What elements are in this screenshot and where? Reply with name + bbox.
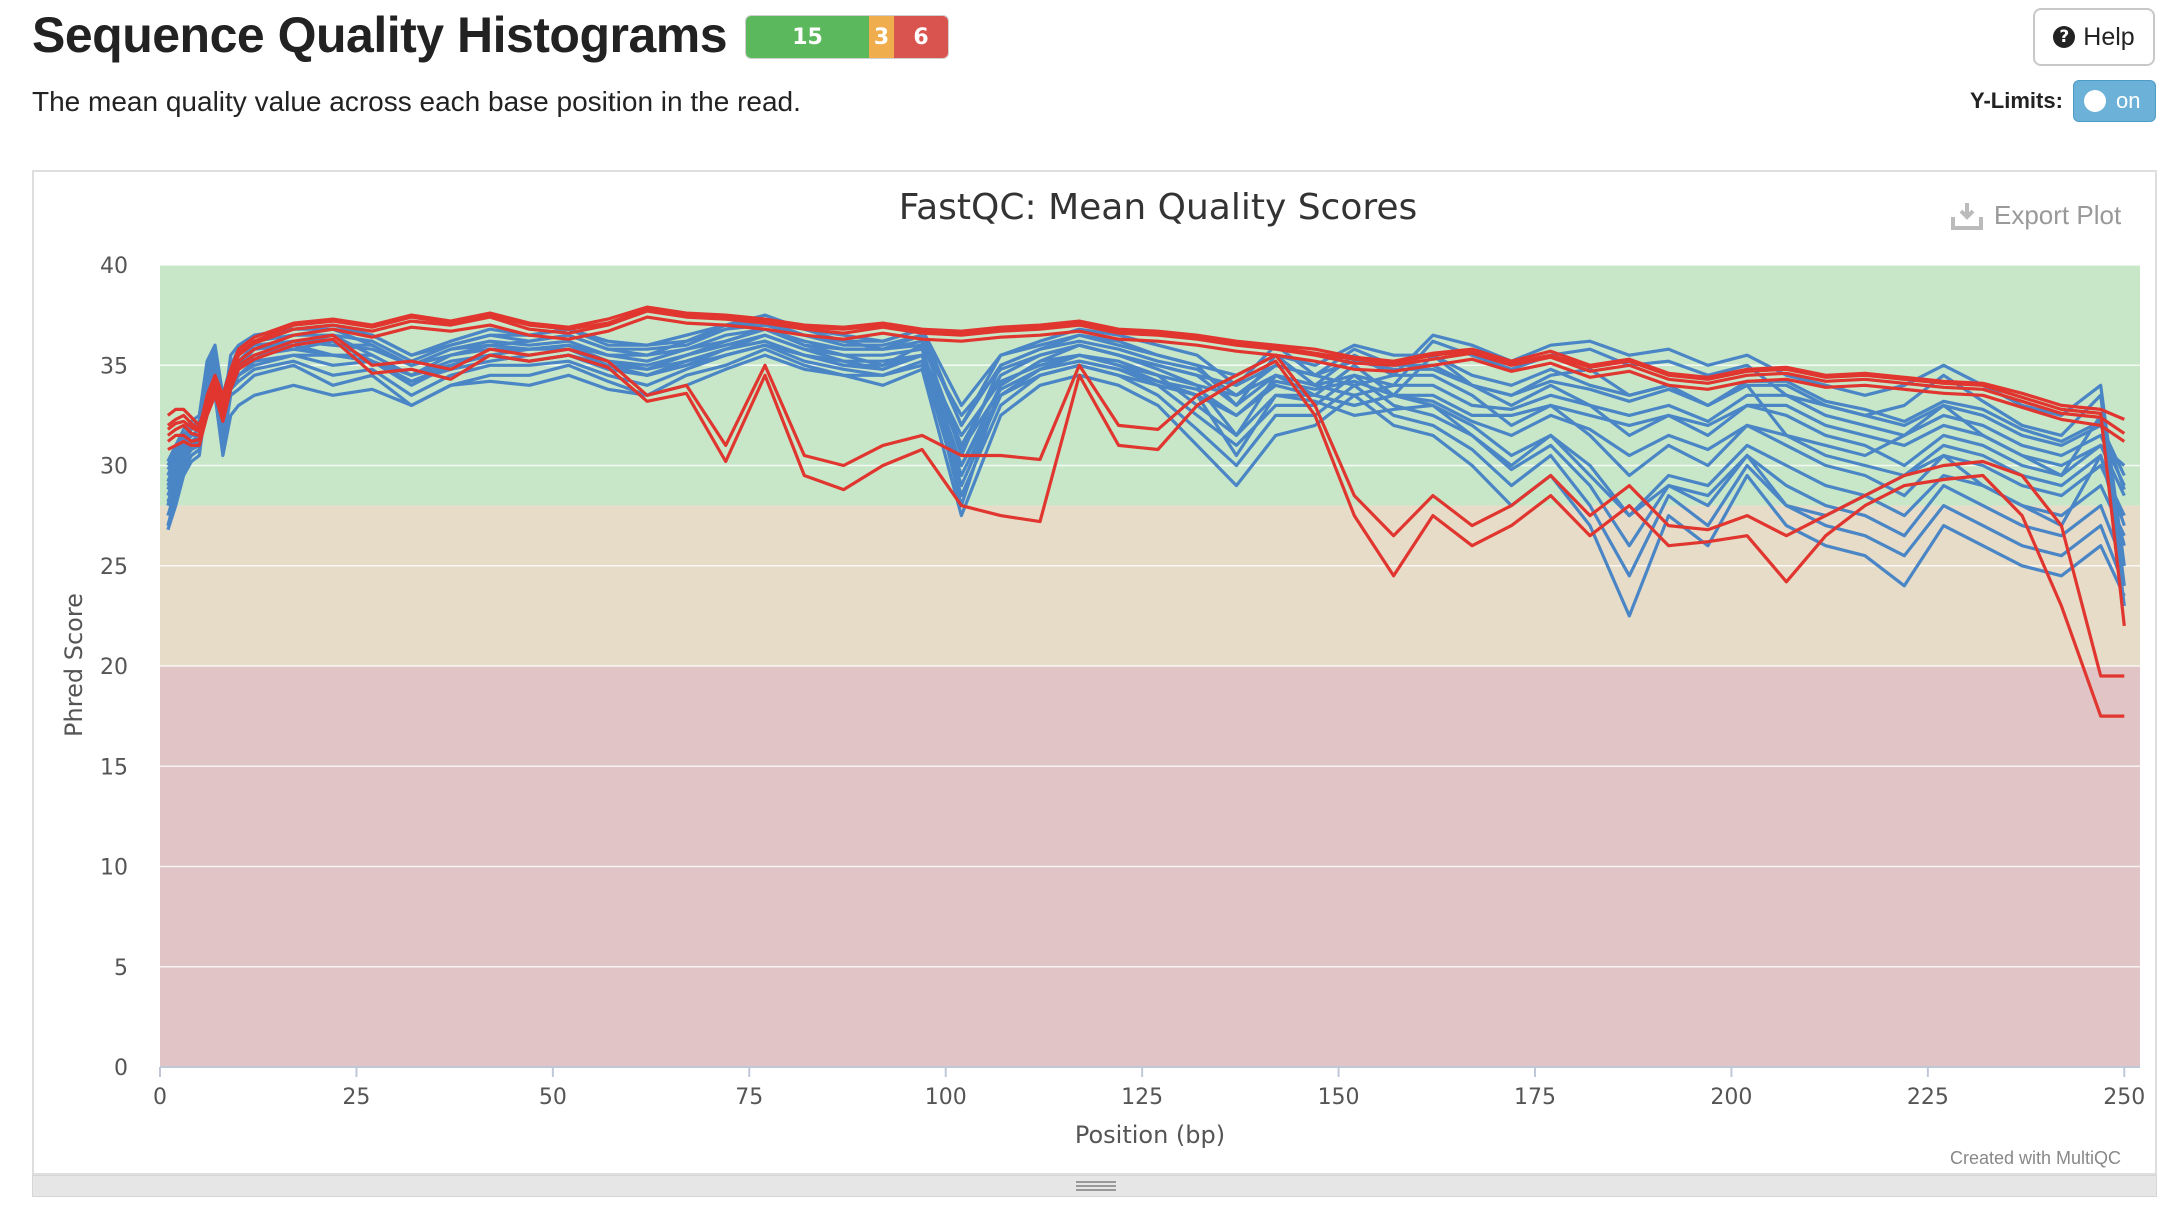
series-line	[166, 343, 2126, 587]
y-tick-label: 0	[114, 1056, 128, 1081]
x-tick-label: 25	[342, 1085, 370, 1110]
x-tick-label: 250	[2103, 1085, 2145, 1110]
export-plot-label: Export Plot	[1994, 200, 2122, 230]
x-axis-label: Position (bp)	[1075, 1121, 1225, 1149]
x-tick-label: 100	[925, 1085, 967, 1110]
y-tick-label: 10	[100, 856, 128, 881]
section-description: The mean quality value across each base …	[32, 86, 801, 117]
download-icon	[1951, 202, 1983, 230]
status-pass-count[interactable]: 15	[746, 16, 869, 58]
ylimits-label: Y-Limits:	[1970, 88, 2063, 113]
y-tick-label: 20	[100, 655, 128, 680]
y-tick-label: 35	[100, 354, 128, 379]
status-summary-bar[interactable]: 15 3 6	[745, 15, 949, 59]
multiqc-credit: Created with MultiQC	[1950, 1148, 2122, 1168]
x-tick-label: 75	[735, 1085, 763, 1110]
x-tick-label: 0	[153, 1085, 167, 1110]
series-line	[166, 307, 2126, 627]
plot-resize-handle[interactable]	[32, 1175, 2157, 1197]
y-tick-label: 5	[114, 956, 128, 981]
y-tick-label: 25	[100, 555, 128, 580]
chart-title: FastQC: Mean Quality Scores	[899, 187, 1418, 228]
help-button[interactable]: ? Help	[2033, 8, 2155, 66]
series-line	[166, 315, 2126, 443]
series-line	[166, 347, 2126, 618]
x-tick-label: 150	[1318, 1085, 1360, 1110]
series-line	[166, 333, 2125, 678]
series-line	[166, 339, 2126, 487]
band-warn	[160, 505, 2140, 666]
y-tick-label: 30	[100, 455, 128, 480]
y-axis-label: Phred Score	[60, 593, 88, 737]
page-title: Sequence Quality Histograms	[32, 7, 728, 63]
y-tick-label: 40	[100, 254, 128, 279]
status-fail-count[interactable]: 6	[894, 16, 948, 58]
status-warn-count[interactable]: 3	[869, 16, 894, 58]
export-plot-button[interactable]: Export Plot	[1950, 200, 2121, 231]
ylimits-toggle-state: on	[2116, 88, 2141, 113]
x-tick-label: 125	[1121, 1085, 1163, 1110]
toggle-knob	[2084, 90, 2106, 112]
help-button-label: Help	[2083, 22, 2135, 51]
x-tick-label: 200	[1710, 1085, 1752, 1110]
ylimits-toggle[interactable]: on	[2073, 80, 2156, 122]
series-line	[166, 305, 2125, 431]
grip-lines-icon	[1076, 1181, 1116, 1191]
series-line	[166, 327, 2126, 517]
series-line	[166, 353, 2126, 507]
series-line	[167, 337, 2125, 718]
y-tick-label: 15	[100, 755, 128, 780]
question-circle-icon: ?	[2053, 26, 2076, 48]
x-tick-label: 175	[1514, 1085, 1556, 1110]
x-tick-label: 225	[1907, 1085, 1949, 1110]
x-tick-label: 50	[539, 1085, 567, 1110]
